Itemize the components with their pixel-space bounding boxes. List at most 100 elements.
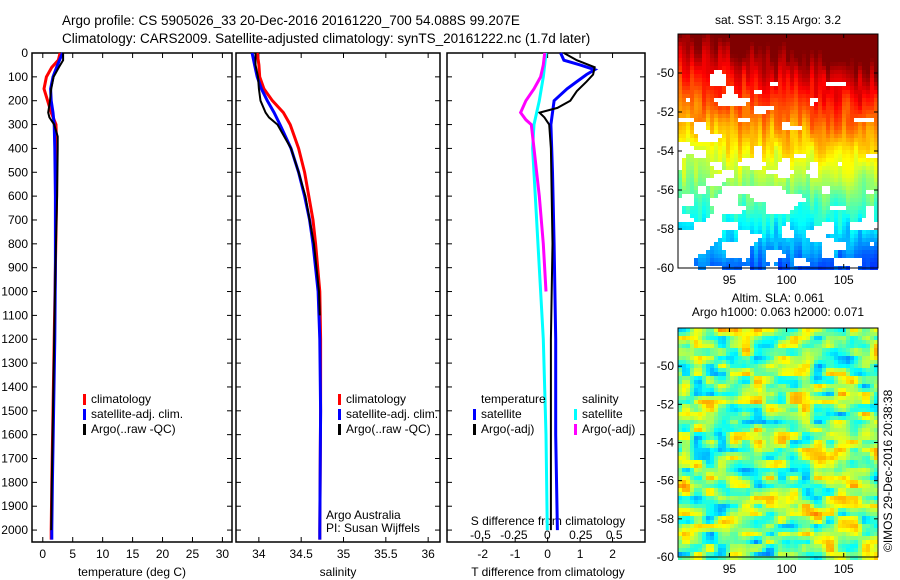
map-cell	[866, 356, 870, 360]
map-cell	[682, 376, 686, 380]
map-cell	[690, 528, 694, 532]
map-cell	[858, 532, 862, 536]
map-cell	[686, 38, 690, 42]
map-cell	[738, 54, 742, 58]
map-cell	[830, 198, 834, 202]
map-cell	[874, 218, 878, 222]
map-cell	[830, 376, 834, 380]
map-cell	[718, 332, 722, 336]
map-cell	[798, 94, 802, 98]
map-cell	[706, 412, 710, 416]
map-cell	[710, 94, 714, 98]
map-cell	[790, 74, 794, 78]
map-cell	[758, 238, 762, 242]
map-cell	[742, 508, 746, 512]
map-cell	[770, 86, 774, 90]
map-cell	[846, 480, 850, 484]
map-cell	[782, 336, 786, 340]
map-cell	[678, 226, 682, 230]
map-cell	[694, 34, 698, 38]
map-cell	[754, 218, 758, 222]
map-cell	[722, 508, 726, 512]
map-cell	[730, 78, 734, 82]
map-cell	[786, 344, 790, 348]
map-cell	[714, 102, 718, 106]
map-cell	[726, 356, 730, 360]
map-cell	[698, 194, 702, 198]
map-cell	[822, 82, 826, 86]
map-cell	[802, 380, 806, 384]
map-cell	[682, 174, 686, 178]
map-cell	[846, 146, 850, 150]
map-cell	[850, 186, 854, 190]
map-cell	[762, 134, 766, 138]
map-cell	[766, 508, 770, 512]
map-cell	[790, 134, 794, 138]
map-cell	[710, 102, 714, 106]
map-cell	[838, 532, 842, 536]
map-cell	[730, 484, 734, 488]
map-cell	[750, 122, 754, 126]
map-cell	[870, 170, 874, 174]
map-cell	[758, 102, 762, 106]
map-cell	[778, 106, 782, 110]
map-cell	[870, 178, 874, 182]
map-cell	[782, 130, 786, 134]
map-cell	[770, 114, 774, 118]
map-cell	[794, 190, 798, 194]
map-cell	[778, 234, 782, 238]
map-cell	[686, 444, 690, 448]
map-cell	[754, 368, 758, 372]
map-cell	[858, 50, 862, 54]
map-cell	[734, 524, 738, 528]
map-cell	[754, 380, 758, 384]
map-cell	[854, 106, 858, 110]
map-cell	[730, 332, 734, 336]
map-cell	[770, 416, 774, 420]
map-cell	[678, 90, 682, 94]
map-cell	[738, 178, 742, 182]
map-cell	[682, 78, 686, 82]
map-cell	[822, 372, 826, 376]
map-cell	[846, 122, 850, 126]
map-cell	[790, 98, 794, 102]
map-cell	[734, 472, 738, 476]
map-cell	[846, 70, 850, 74]
map-cell	[842, 456, 846, 460]
map-cell	[722, 448, 726, 452]
map-cell	[842, 512, 846, 516]
map-cell	[714, 404, 718, 408]
map-cell	[726, 508, 730, 512]
map-cell	[770, 460, 774, 464]
map-cell	[754, 484, 758, 488]
map-cell	[702, 372, 706, 376]
map-cell	[742, 50, 746, 54]
map-cell	[742, 424, 746, 428]
map-cell	[714, 158, 718, 162]
map-cell	[726, 258, 730, 262]
map-cell	[806, 488, 810, 492]
map-cell	[822, 134, 826, 138]
map-cell	[798, 412, 802, 416]
map-cell	[766, 34, 770, 38]
map-cell	[758, 332, 762, 336]
map-cell	[726, 516, 730, 520]
map-cell	[870, 364, 874, 368]
map-cell	[710, 472, 714, 476]
map-cell	[834, 50, 838, 54]
map-cell	[742, 38, 746, 42]
map-cell	[718, 258, 722, 262]
map-cell	[746, 74, 750, 78]
map-cell	[682, 206, 686, 210]
map-cell	[858, 150, 862, 154]
map-cell	[870, 444, 874, 448]
map-cell	[710, 360, 714, 364]
map-cell	[830, 174, 834, 178]
map-cell	[738, 344, 742, 348]
map-cell	[782, 528, 786, 532]
map-cell	[758, 452, 762, 456]
map-cell	[750, 118, 754, 122]
map-cell	[862, 400, 866, 404]
map-cell	[762, 476, 766, 480]
map-cell	[790, 38, 794, 42]
